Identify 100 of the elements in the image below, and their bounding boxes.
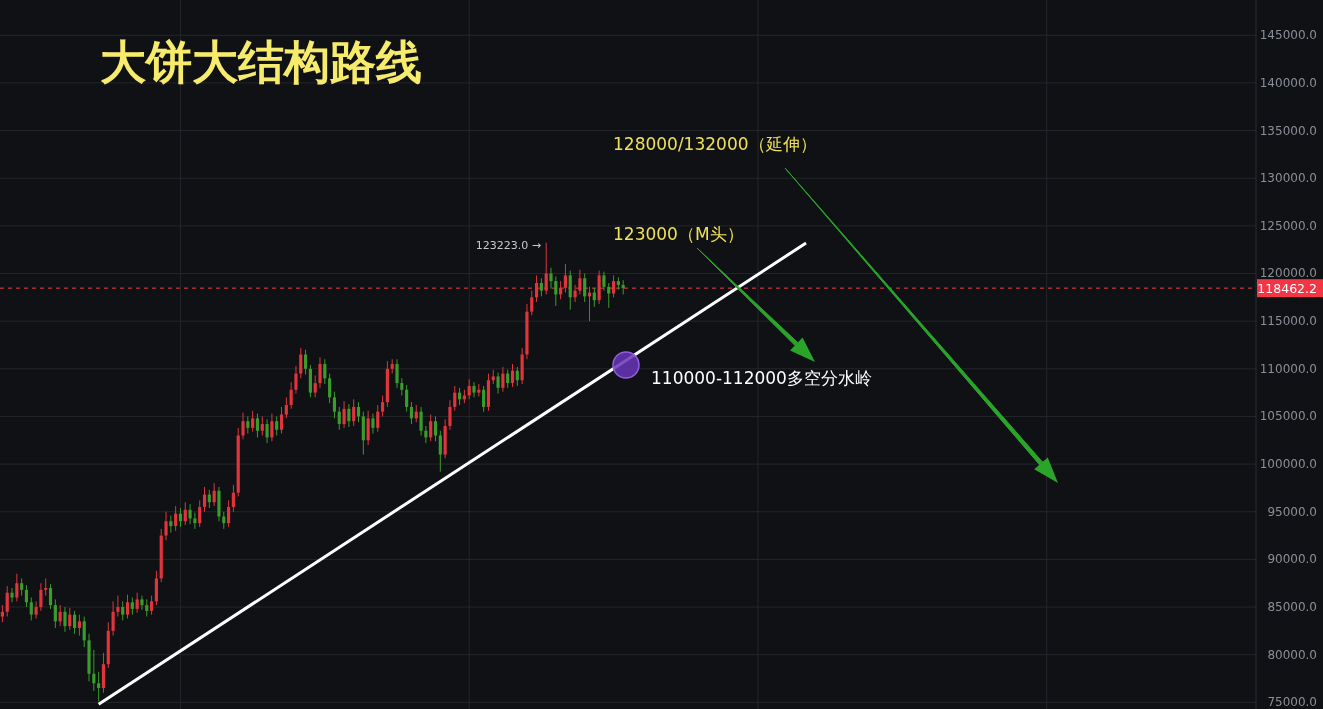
- candlestick: [380, 394, 385, 417]
- candlestick: [405, 384, 409, 413]
- candlestick: [275, 415, 279, 436]
- candlestick: [231, 484, 235, 513]
- candlestick: [188, 503, 192, 525]
- annotation: 128000/132000（延伸）: [613, 134, 817, 154]
- candlestick: [198, 499, 202, 528]
- candlestick: [97, 671, 101, 702]
- candlestick: [539, 277, 543, 297]
- candlestick: [34, 600, 38, 619]
- candlestick: [265, 418, 269, 444]
- candlestick: [568, 270, 572, 311]
- candlestick: [135, 592, 139, 614]
- candlestick: [279, 406, 284, 435]
- candlestick: [29, 597, 33, 621]
- text: 大饼大结构路线: [100, 35, 422, 89]
- candlestick: [164, 511, 168, 541]
- candlestick: [583, 273, 587, 303]
- candlestick: [270, 413, 274, 442]
- candlestick: [183, 501, 187, 526]
- candlestick: [342, 400, 346, 429]
- candlestick: [5, 585, 9, 618]
- y-tick-label: 90000.0: [1267, 552, 1317, 567]
- candlestick: [53, 598, 57, 629]
- y-tick-label: 95000.0: [1267, 504, 1317, 519]
- candlestick: [534, 274, 539, 303]
- y-tick-label: 125000.0: [1259, 218, 1317, 233]
- y-tick-label: 130000.0: [1259, 171, 1317, 186]
- candlestick: [15, 573, 19, 602]
- candlestick: [347, 403, 351, 428]
- candlestick: [303, 349, 308, 376]
- y-tick-label: 110000.0: [1259, 361, 1317, 376]
- candlestick: [63, 606, 67, 633]
- candlestick: [506, 369, 510, 389]
- candlestick: [453, 385, 457, 412]
- candlestick: [448, 399, 452, 431]
- candlestick: [510, 363, 515, 388]
- candlestick: [174, 505, 178, 532]
- candlestick: [289, 381, 293, 410]
- candlestick: [438, 430, 442, 473]
- candlestick: [241, 412, 245, 440]
- candlestick: [318, 356, 322, 389]
- candlestick: [602, 271, 606, 292]
- candlestick: [573, 284, 577, 303]
- candlestick: [48, 583, 53, 610]
- candlestick: [58, 604, 62, 627]
- y-tick-label: 85000.0: [1267, 600, 1317, 615]
- annotation: 123223.0 →: [475, 239, 541, 252]
- candlestick: [563, 263, 568, 294]
- candlestick: [73, 610, 77, 635]
- candlestick: [429, 414, 433, 442]
- candlestick: [467, 378, 471, 400]
- candlestick: [313, 374, 317, 398]
- y-tick-label: 135000.0: [1259, 123, 1317, 138]
- candlestick: [409, 401, 414, 425]
- candlestick: [111, 600, 115, 637]
- candlestick: [284, 396, 288, 419]
- candlestick: [611, 274, 616, 298]
- candlestick: [544, 242, 548, 295]
- candlestick: [366, 410, 370, 446]
- candlestick: [44, 577, 48, 597]
- candlestick: [376, 404, 380, 433]
- candlestick: [154, 570, 158, 606]
- y-tick-label: 75000.0: [1267, 695, 1317, 709]
- candlestick: [578, 269, 582, 295]
- candlestick: [332, 391, 337, 419]
- candlestick: [361, 411, 365, 456]
- candlestick: [356, 401, 361, 423]
- candlestick: [308, 364, 312, 398]
- y-tick-label: 80000.0: [1267, 647, 1317, 662]
- candlestick: [607, 282, 611, 309]
- candlestick: [352, 398, 356, 427]
- candlestick: [193, 512, 197, 530]
- candlestick: [371, 413, 375, 435]
- y-tick-label: 105000.0: [1259, 409, 1317, 424]
- candlestick: [101, 652, 106, 694]
- candlestick: [530, 290, 534, 316]
- candlestick: [255, 413, 260, 438]
- candlestick: [395, 358, 399, 389]
- candlestick: [125, 594, 130, 619]
- candlestick: [150, 595, 154, 616]
- candlestick: [501, 366, 505, 393]
- candlestick: [299, 347, 303, 379]
- candlestick: [482, 385, 486, 413]
- candlestick: [121, 600, 125, 621]
- candlestick: [337, 406, 341, 431]
- candlestick: [496, 372, 500, 395]
- candlestick: [328, 373, 332, 404]
- candlestick: [323, 358, 327, 385]
- candlestick: [260, 415, 264, 436]
- candlestick: [419, 406, 423, 436]
- candlestick: [251, 410, 255, 433]
- candlestick: [39, 582, 43, 612]
- candlestick: [116, 595, 120, 618]
- candlestick: [212, 482, 216, 507]
- y-tick-label: 100000.0: [1259, 457, 1317, 472]
- y-tick-label: 120000.0: [1259, 266, 1317, 281]
- candlestick: [294, 365, 298, 395]
- candlestick: [554, 275, 558, 307]
- candlestick: [433, 415, 438, 442]
